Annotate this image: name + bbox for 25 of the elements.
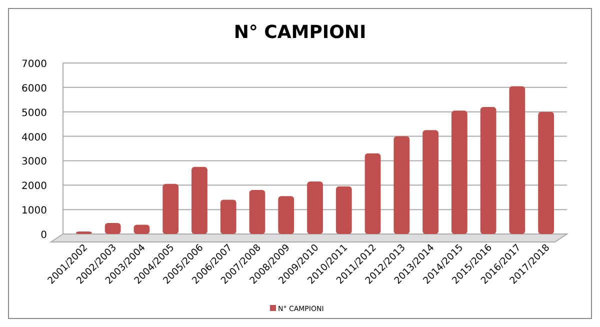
bar (162, 184, 179, 234)
bar (192, 166, 208, 234)
bar (364, 153, 381, 234)
y-tick-label: 2000 (22, 181, 47, 192)
chart-title: N° CAMPIONI (234, 22, 366, 43)
y-tick-label: 6000 (22, 83, 47, 94)
bar (134, 224, 150, 234)
y-tick-label: 1000 (22, 206, 47, 217)
y-tick-label: 4000 (22, 132, 47, 144)
bar (336, 186, 352, 234)
bar (422, 130, 438, 234)
bar (451, 110, 468, 234)
y-tick-label: 3000 (22, 156, 47, 168)
y-tick-label: 7000 (22, 59, 47, 70)
y-tick-label: 0 (40, 230, 47, 241)
bar (538, 112, 554, 234)
bar (249, 190, 266, 234)
bar (394, 136, 410, 234)
bar (278, 196, 294, 234)
bar (307, 181, 323, 234)
bar (480, 106, 496, 234)
bar (220, 200, 236, 234)
y-tick-label: 5000 (22, 108, 47, 119)
bar (509, 86, 526, 234)
bar (104, 223, 121, 234)
